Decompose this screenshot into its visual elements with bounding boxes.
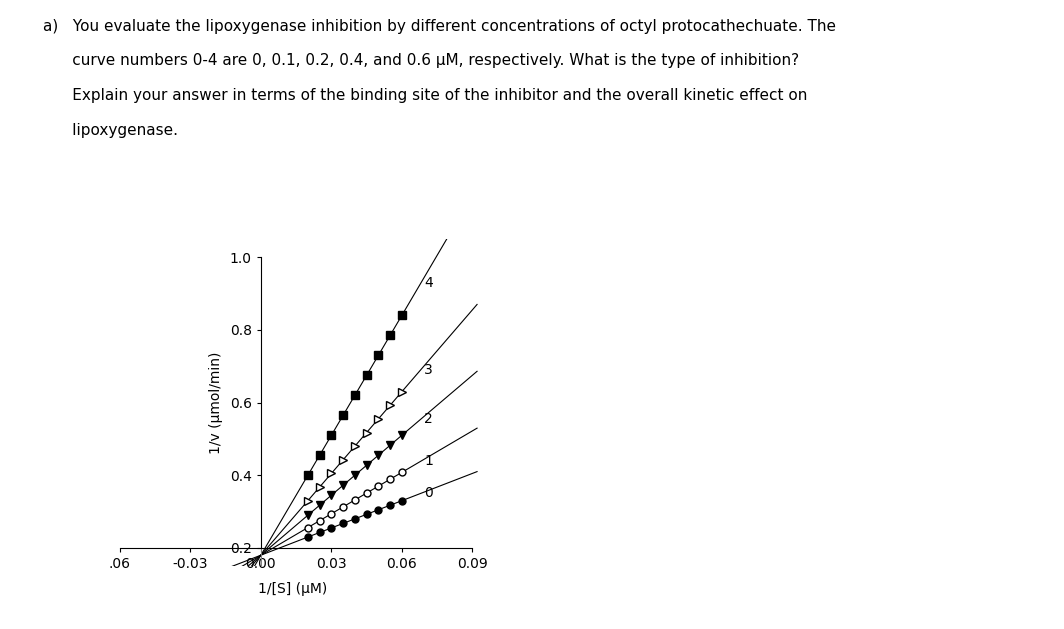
Text: Explain your answer in terms of the binding site of the inhibitor and the overal: Explain your answer in terms of the bind… bbox=[43, 88, 807, 103]
Text: 3: 3 bbox=[425, 363, 433, 377]
Text: a)   You evaluate the lipoxygenase inhibition by different concentrations of oct: a) You evaluate the lipoxygenase inhibit… bbox=[43, 19, 835, 34]
X-axis label: 1/[S] (μM): 1/[S] (μM) bbox=[257, 582, 328, 596]
Text: lipoxygenase.: lipoxygenase. bbox=[43, 123, 178, 138]
Text: curve numbers 0-4 are 0, 0.1, 0.2, 0.4, and 0.6 μM, respectively. What is the ty: curve numbers 0-4 are 0, 0.1, 0.2, 0.4, … bbox=[43, 53, 799, 69]
Text: 2: 2 bbox=[425, 412, 433, 426]
Text: 1: 1 bbox=[425, 454, 433, 468]
Text: 4: 4 bbox=[425, 276, 433, 291]
Y-axis label: 1/v (μmol/min): 1/v (μmol/min) bbox=[209, 352, 222, 454]
Text: 0: 0 bbox=[425, 486, 433, 501]
